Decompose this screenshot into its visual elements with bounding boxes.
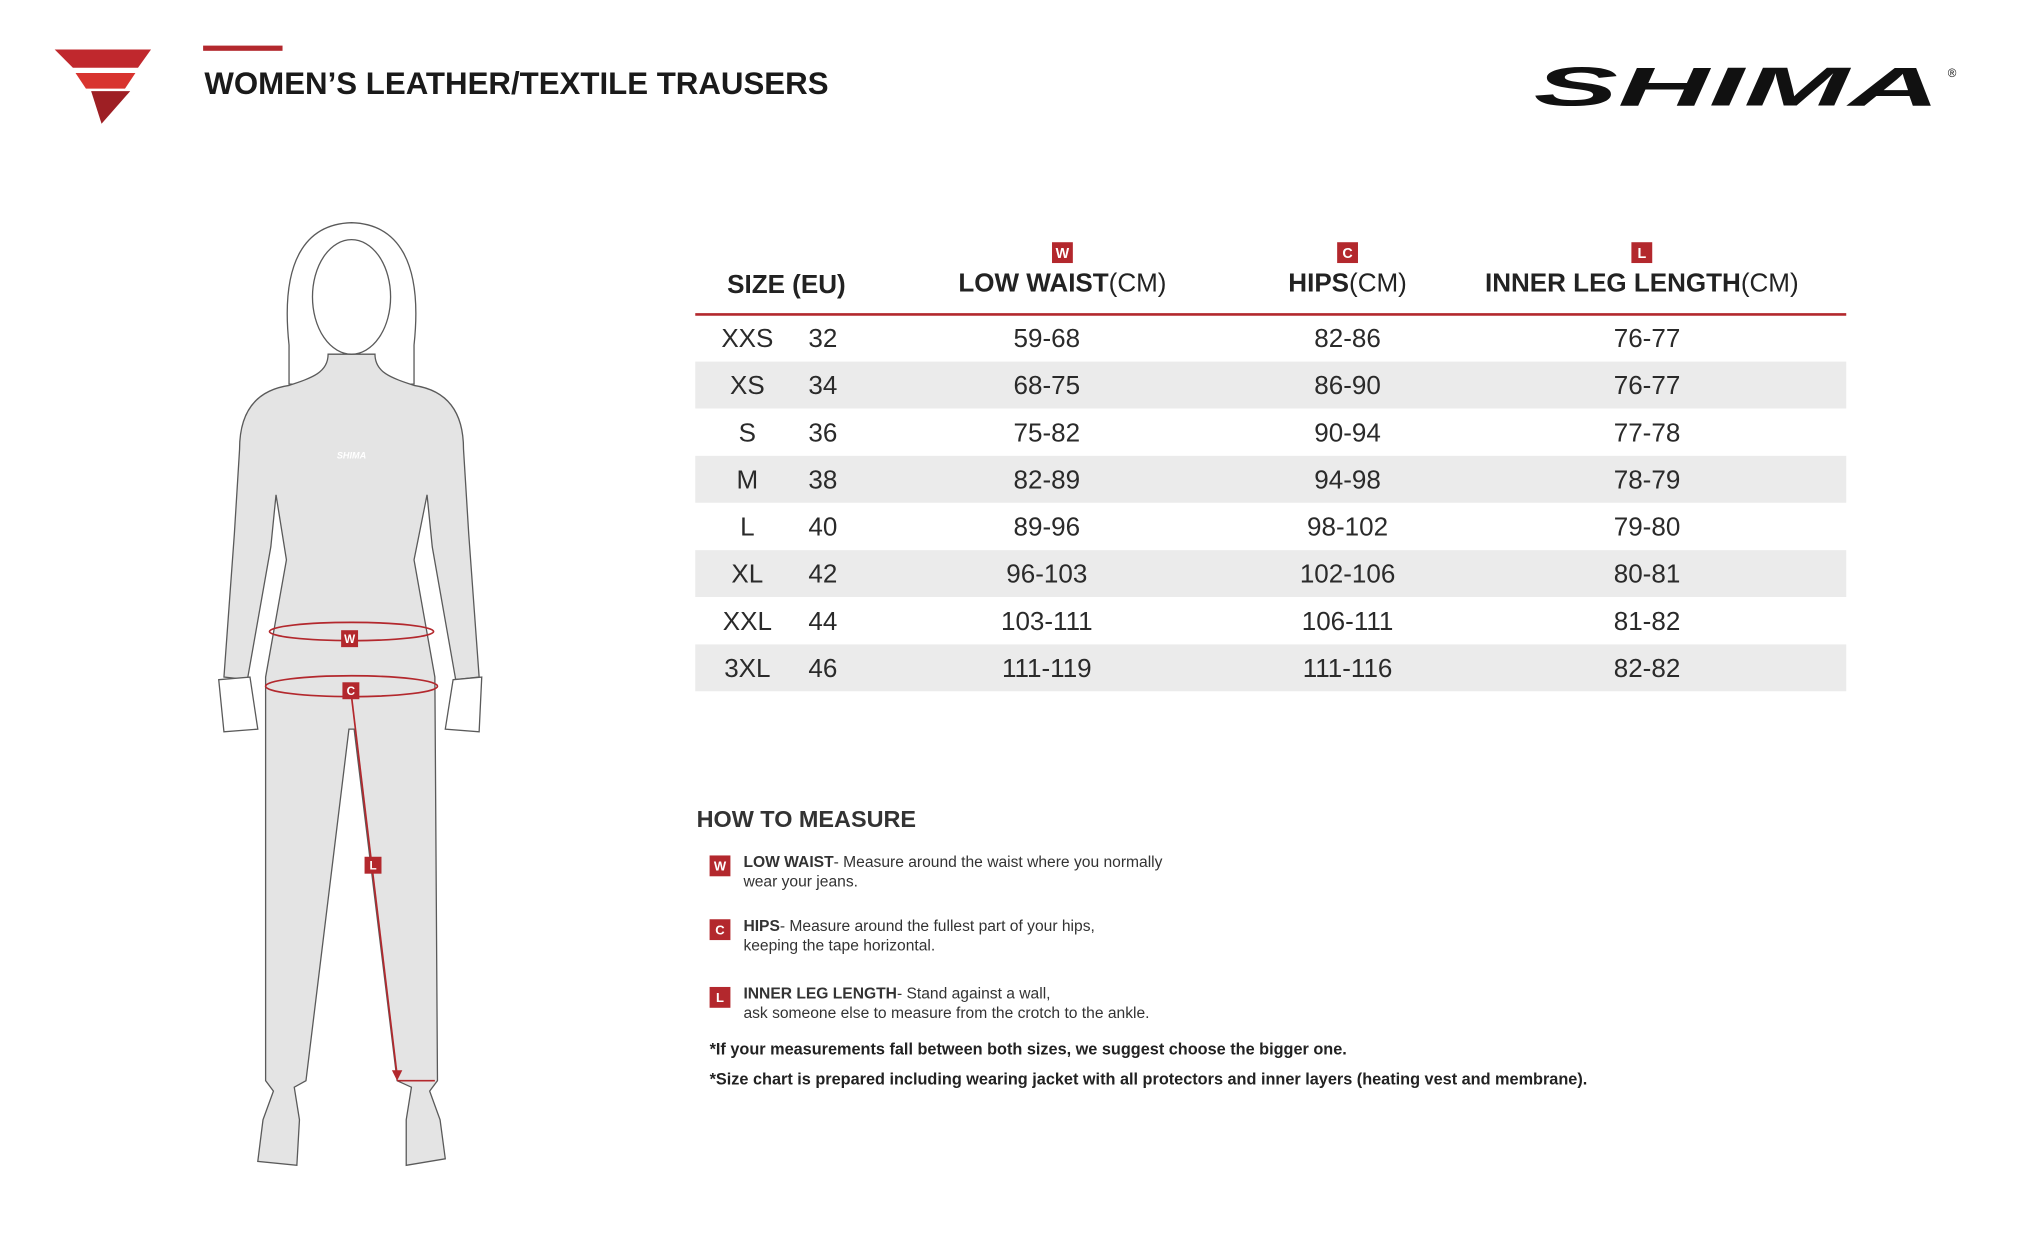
- table-cell: 82-89: [1014, 464, 1081, 494]
- table-cell: 78-79: [1614, 464, 1681, 494]
- table-cell: 59-68: [1014, 323, 1081, 353]
- column-label: INNER LEG LENGTH: [1485, 268, 1741, 298]
- column-label: HIPS: [1288, 268, 1349, 298]
- table-cell: 81-82: [1614, 606, 1681, 636]
- table-cell: XS: [730, 370, 765, 400]
- marker-box: [341, 630, 359, 648]
- column-label: LOW WAIST: [958, 268, 1108, 298]
- table-cell: XXL: [723, 606, 772, 636]
- item-text: - Stand against a wall,: [897, 986, 1051, 1003]
- table-cell: 79-80: [1614, 512, 1681, 542]
- table-cell: 82-86: [1314, 323, 1381, 353]
- table-cell: 80-81: [1614, 559, 1681, 589]
- row-shade: [695, 361, 1847, 409]
- table-cell: 68-75: [1014, 370, 1081, 400]
- column-unit: (CM): [1109, 268, 1167, 298]
- item-line: INNER LEG LENGTH- Stand against a wall,: [743, 986, 1050, 1003]
- marker-box: [709, 855, 731, 877]
- marker-letter: C: [1342, 246, 1352, 262]
- table-cell: 102-106: [1300, 559, 1395, 589]
- page-title: WOMEN’S LEATHER/TEXTILE TRAUSERS: [204, 66, 828, 101]
- marker-letter: W: [1056, 246, 1070, 262]
- row-shade: [695, 550, 1847, 598]
- table-cell: 44: [808, 606, 837, 636]
- marker-letter: W: [714, 859, 727, 874]
- table-cell: 82-82: [1614, 653, 1681, 683]
- table-cell: 98-102: [1307, 512, 1388, 542]
- item-line: ask someone else to measure from the cro…: [743, 1005, 1149, 1022]
- table-cell: S: [739, 417, 756, 447]
- item-text: - Measure around the waist where you nor…: [834, 854, 1163, 871]
- marker-box: [1052, 242, 1073, 264]
- section-title: HOW TO MEASURE: [697, 806, 916, 832]
- table-cell: 90-94: [1314, 417, 1381, 447]
- table-cell: 34: [808, 370, 837, 400]
- item-line: wear your jeans.: [742, 874, 858, 891]
- table-cell: XL: [731, 559, 763, 589]
- column-header: INNER LEG LENGTH(CM): [1485, 268, 1799, 298]
- column-header: LOW WAIST(CM): [958, 268, 1166, 298]
- table-cell: 42: [808, 559, 837, 589]
- marker-letter: C: [347, 685, 356, 698]
- marker-letter: L: [1637, 246, 1646, 262]
- row-shade: [695, 644, 1847, 692]
- marker-letter: L: [716, 990, 724, 1005]
- table-cell: 32: [808, 323, 837, 353]
- table-cell: 3XL: [724, 653, 770, 683]
- marker-letter: C: [715, 922, 725, 937]
- table-cell: XXS: [721, 323, 773, 353]
- column-header: SIZE (EU): [727, 269, 846, 299]
- table-cell: 76-77: [1614, 370, 1681, 400]
- column-unit: (CM): [1349, 268, 1407, 298]
- table-cell: 77-78: [1614, 417, 1681, 447]
- table-cell: 96-103: [1006, 559, 1087, 589]
- table-cell: 86-90: [1314, 370, 1381, 400]
- note: *If your measurements fall between both …: [710, 1041, 1347, 1059]
- marker-box: [709, 919, 731, 941]
- table-cell: 111-116: [1303, 653, 1393, 683]
- item-line: LOW WAIST- Measure around the waist wher…: [743, 854, 1162, 871]
- item-line: HIPS- Measure around the fullest part of…: [743, 918, 1094, 935]
- note: *Size chart is prepared including wearin…: [710, 1071, 1588, 1089]
- column-label: SIZE (EU): [727, 269, 846, 299]
- table-cell: 103-111: [1001, 606, 1093, 636]
- brand-logo: SHIMA: [1534, 56, 1940, 118]
- registered-mark: ®: [1948, 67, 1957, 80]
- marker-box: [709, 986, 731, 1008]
- item-line: keeping the tape horizontal.: [743, 937, 935, 954]
- brand-icon: [54, 49, 152, 124]
- table-cell: 46: [808, 653, 837, 683]
- title-accent: [203, 45, 283, 51]
- table-cell: M: [737, 464, 759, 494]
- column-unit: (CM): [1741, 268, 1799, 298]
- item-term: INNER LEG LENGTH: [743, 986, 896, 1003]
- body-figure: SHIMA: [218, 222, 483, 1167]
- table-cell: 111-119: [1002, 653, 1092, 683]
- marker-box: [364, 856, 382, 874]
- table-cell: 106-111: [1302, 606, 1394, 636]
- marker-box: [1337, 242, 1358, 264]
- item-term: HIPS: [743, 918, 779, 935]
- marker-box: [342, 682, 360, 700]
- row-shade: [695, 455, 1847, 503]
- table-cell: 89-96: [1014, 512, 1081, 542]
- table-cell: 75-82: [1014, 417, 1081, 447]
- item-text: - Measure around the fullest part of you…: [780, 918, 1095, 935]
- table-cell: 36: [808, 417, 837, 447]
- marker-letter: L: [369, 859, 376, 872]
- table-cell: 38: [808, 464, 837, 494]
- table-cell: L: [740, 512, 754, 542]
- column-header: HIPS(CM): [1288, 268, 1407, 298]
- table-cell: 94-98: [1314, 464, 1381, 494]
- item-term: LOW WAIST: [743, 854, 834, 871]
- shirt-logo: SHIMA: [337, 450, 366, 460]
- marker-box: [1631, 242, 1653, 264]
- table-cell: 76-77: [1614, 323, 1681, 353]
- marker-letter: W: [344, 633, 356, 646]
- table-cell: 40: [808, 512, 837, 542]
